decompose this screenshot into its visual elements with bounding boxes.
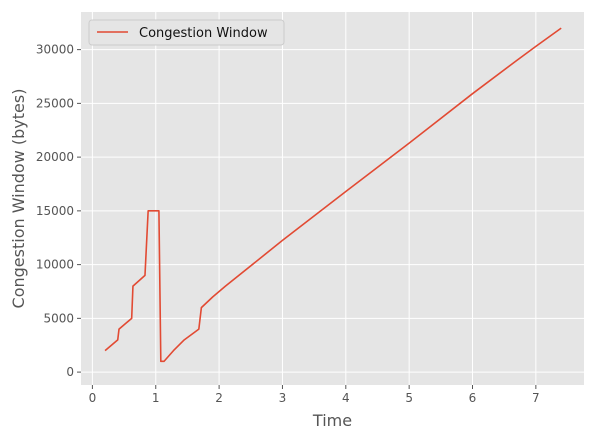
y-tick-label: 10000 — [36, 258, 74, 272]
y-tick-label: 30000 — [36, 43, 74, 57]
x-tick-label: 6 — [469, 391, 477, 405]
x-tick-label: 3 — [279, 391, 287, 405]
legend-label: Congestion Window — [139, 26, 268, 41]
y-tick-label: 5000 — [43, 311, 74, 325]
y-axis-ticks: 0 5000 10000 15000 20000 25000 30000 — [36, 43, 81, 379]
y-tick-label: 15000 — [36, 204, 74, 218]
x-tick-label: 7 — [532, 391, 540, 405]
y-tick-label: 25000 — [36, 96, 74, 110]
x-tick-label: 4 — [342, 391, 350, 405]
x-axis-label: Time — [312, 411, 352, 430]
legend: Congestion Window — [89, 20, 284, 45]
x-axis-ticks: 0 1 2 3 4 5 6 7 — [89, 385, 540, 405]
x-tick-label: 2 — [215, 391, 223, 405]
x-tick-label: 5 — [405, 391, 413, 405]
x-tick-label: 1 — [152, 391, 160, 405]
x-tick-label: 0 — [89, 391, 97, 405]
y-axis-label: Congestion Window (bytes) — [9, 89, 28, 309]
plot-area — [81, 12, 584, 385]
y-tick-label: 20000 — [36, 150, 74, 164]
y-tick-label: 0 — [66, 365, 74, 379]
